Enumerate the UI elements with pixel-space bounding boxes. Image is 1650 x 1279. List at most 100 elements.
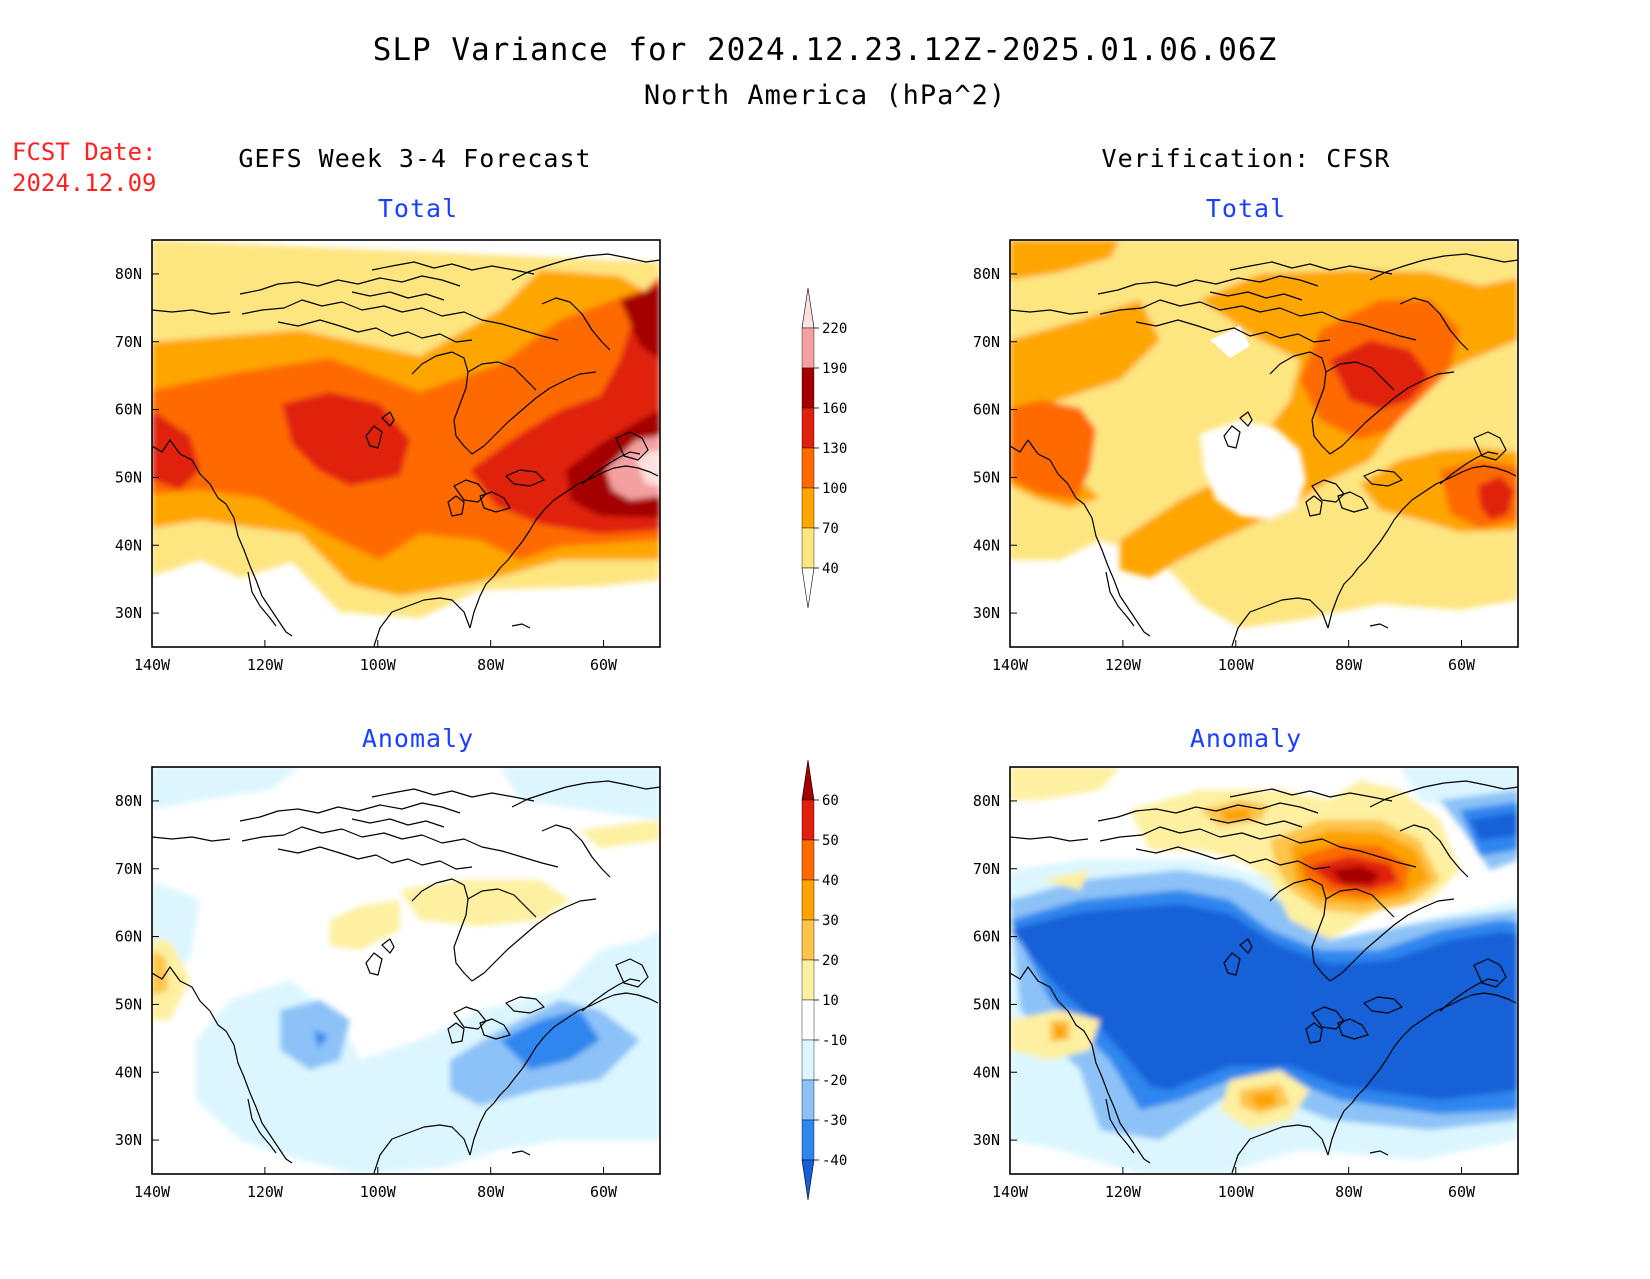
lon-tick-label: 140W — [134, 1183, 171, 1201]
figure-title: SLP Variance for 2024.12.23.12Z-2025.01.… — [373, 32, 1278, 68]
lat-tick-label: 40N — [115, 1063, 142, 1081]
colorbar-total-label: 160 — [822, 401, 847, 417]
lat-tick-label: 40N — [973, 1063, 1000, 1081]
colorbar-anomaly-label: 50 — [822, 833, 839, 849]
fcst-date-value: 2024.12.09 — [12, 169, 157, 197]
map-axes: 140W 120W 100W 80W 60W 80N 70N 60N 50N 40N 30N — [973, 792, 1476, 1201]
colorbar-anomaly-box — [801, 1079, 815, 1121]
map-frame — [1009, 239, 1519, 648]
colorbar-anomaly-box — [801, 959, 815, 1001]
lon-tick-label: 60W — [590, 1183, 618, 1201]
lat-tick-label: 60N — [115, 401, 142, 419]
colorbar-total-label: 220 — [822, 321, 847, 337]
lon-tick-label: 80W — [477, 1183, 505, 1201]
lat-tick-label: 60N — [973, 401, 1000, 419]
colorbar-anomaly-label: 40 — [822, 873, 839, 889]
anom-fill-p60 — [1330, 866, 1380, 884]
map-panel-gefs-total: 140W 120W 100W 80W 60W 80N 70N 60N 50N 40N 30N — [115, 239, 661, 674]
colorbar-anomaly-box — [801, 919, 815, 961]
total-fill-130 — [1330, 340, 1514, 520]
colorbar-total-label: 70 — [822, 521, 839, 537]
lat-tick-label: 30N — [973, 604, 1000, 622]
panel-label-gefs-anomaly: Anomaly — [362, 724, 474, 753]
colorbar-anomaly-ext-top — [801, 759, 815, 801]
lon-tick-label: 140W — [992, 1183, 1029, 1201]
anom-fill-m40 — [1010, 812, 1518, 1100]
anom-fill-m30 — [314, 1010, 600, 1070]
colorbar-anomaly-label: -20 — [822, 1073, 847, 1089]
map-frame — [1009, 766, 1519, 1175]
colorbar-anomaly-label: -30 — [822, 1113, 847, 1129]
total-fill-220 — [636, 450, 660, 486]
lat-tick-label: 80N — [973, 792, 1000, 810]
lon-tick-label: 80W — [477, 656, 505, 674]
lon-tick-label: 100W — [1218, 1183, 1255, 1201]
lat-tick-label: 50N — [115, 468, 142, 486]
lat-tick-label: 30N — [115, 604, 142, 622]
lon-tick-label: 120W — [1105, 656, 1142, 674]
anom-fill-p20 — [152, 950, 168, 996]
colorbar-anomaly-label: 10 — [822, 993, 839, 1009]
panel-label-cfsr-total: Total — [1206, 194, 1286, 223]
lon-tick-label: 80W — [1335, 1183, 1363, 1201]
colorbar-anomaly-box — [801, 1039, 815, 1081]
colorbar-total-label: 130 — [822, 441, 847, 457]
lon-tick-label: 120W — [247, 1183, 284, 1201]
colorbar-total-box — [801, 327, 815, 369]
anom-fill-p10 — [152, 820, 660, 1020]
colorbar-anomaly-label: 30 — [822, 913, 839, 929]
lon-tick-label: 60W — [590, 656, 618, 674]
map-axes: 140W 120W 100W 80W 60W 80N 70N 60N 50N 40N 30N — [115, 792, 618, 1201]
lon-tick-label: 80W — [1335, 656, 1363, 674]
lat-tick-label: 50N — [115, 995, 142, 1013]
colorbar-total: 40 70 100 130 160 190 220 — [801, 287, 847, 609]
colorbar-total-box — [801, 487, 815, 529]
lon-tick-label: 60W — [1448, 656, 1476, 674]
lat-tick-label: 70N — [973, 333, 1000, 351]
panel-label-gefs-total: Total — [378, 194, 458, 223]
map-axes: 140W 120W 100W 80W 60W 80N 70N 60N 50N 40N 30N — [115, 265, 618, 674]
lon-tick-label: 100W — [1218, 656, 1255, 674]
map-frame — [151, 239, 661, 648]
lat-tick-label: 60N — [973, 928, 1000, 946]
colorbar-total-box — [801, 447, 815, 489]
lon-tick-label: 120W — [1105, 1183, 1142, 1201]
lon-tick-label: 60W — [1448, 1183, 1476, 1201]
lat-tick-label: 80N — [115, 792, 142, 810]
lon-tick-label: 100W — [360, 656, 397, 674]
colorbar-anomaly-label: 60 — [822, 793, 839, 809]
colorbar-total-label: 40 — [822, 561, 839, 577]
lon-tick-label: 140W — [134, 656, 171, 674]
map-axes: 140W 120W 100W 80W 60W 80N 70N 60N 50N 40N 30N — [973, 265, 1476, 674]
colorbar-anomaly-box — [801, 839, 815, 881]
lat-tick-label: 50N — [973, 468, 1000, 486]
column-title-gefs: GEFS Week 3-4 Forecast — [238, 144, 591, 173]
colorbar-total-ext-top — [801, 287, 815, 329]
map-panel-cfsr-anomaly: 140W 120W 100W 80W 60W 80N 70N 60N 50N 40N 30N — [973, 766, 1519, 1201]
colorbar-anomaly-label: 20 — [822, 953, 839, 969]
lat-tick-label: 70N — [973, 860, 1000, 878]
colorbar-anomaly-box — [801, 879, 815, 921]
colorbar-total-label: 190 — [822, 361, 847, 377]
lon-tick-label: 120W — [247, 656, 284, 674]
colorbar-anomaly: 60 50 40 30 20 10 -10 -20 -30 -40 — [801, 759, 847, 1201]
colorbar-anomaly-label: -40 — [822, 1153, 847, 1169]
lat-tick-label: 80N — [973, 265, 1000, 283]
figure-subtitle: North America (hPa^2) — [644, 80, 1006, 111]
lat-tick-label: 70N — [115, 860, 142, 878]
lat-tick-label: 30N — [973, 1131, 1000, 1149]
lat-tick-label: 30N — [115, 1131, 142, 1149]
lat-tick-label: 60N — [115, 928, 142, 946]
lon-tick-label: 140W — [992, 656, 1029, 674]
colorbar-anomaly-box — [801, 1119, 815, 1161]
colorbar-total-label: 100 — [822, 481, 847, 497]
colorbar-total-ext-bottom — [801, 567, 815, 609]
colorbar-anomaly-ext-bottom — [801, 1159, 815, 1201]
lat-tick-label: 70N — [115, 333, 142, 351]
map-panel-cfsr-total: 140W 120W 100W 80W 60W 80N 70N 60N 50N 40N 30N — [973, 239, 1519, 674]
colorbar-total-box — [801, 527, 815, 569]
colorbar-anomaly-box — [801, 999, 815, 1041]
lon-tick-label: 100W — [360, 1183, 397, 1201]
lat-tick-label: 80N — [115, 265, 142, 283]
